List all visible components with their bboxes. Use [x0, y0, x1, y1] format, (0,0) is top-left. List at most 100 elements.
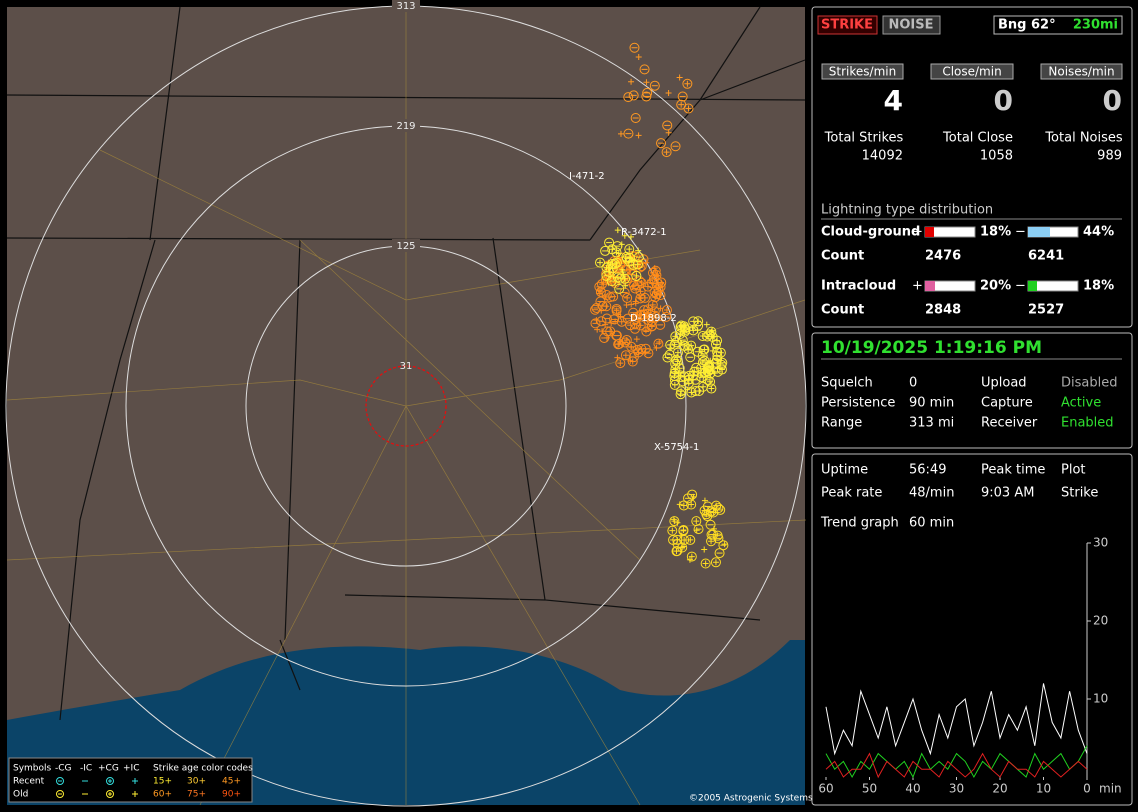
strike-symbol [671, 354, 682, 365]
strike-symbol [688, 553, 695, 560]
stat-text: Peak time [981, 463, 1045, 478]
strike-symbol [630, 323, 641, 334]
strike-symbol [675, 329, 686, 340]
strike-symbol [710, 509, 717, 516]
strike-symbol [678, 388, 685, 395]
stat-text: Peak rate [821, 486, 882, 501]
strike-symbol [671, 518, 678, 525]
strike-symbol [700, 558, 711, 569]
strike-symbol [706, 536, 717, 547]
strike-symbol [616, 340, 623, 347]
stat-text: Strike [1061, 486, 1098, 501]
strike-symbol [707, 331, 718, 342]
strike-symbol [622, 282, 629, 289]
strike-symbol [669, 527, 676, 534]
trend-line [825, 752, 1088, 779]
plus-sign: + [912, 225, 923, 240]
strike-symbol [638, 311, 645, 318]
strike-symbol [641, 91, 652, 102]
setting-text: Disabled [1061, 376, 1117, 391]
strike-symbol [678, 101, 685, 108]
bearing: Bng 62° [998, 18, 1056, 33]
strike-symbol [639, 64, 650, 75]
station-label: D-1898-2 [630, 313, 677, 324]
total-label: Total Noises [1044, 131, 1123, 146]
strike-symbol [599, 328, 606, 335]
strike-symbol [622, 292, 633, 303]
strike-symbol [661, 147, 672, 158]
ring-label-bg [392, 119, 420, 132]
stat-text: Trend graph [820, 516, 899, 531]
setting-text: Upload [981, 376, 1027, 391]
strike-symbol [601, 313, 612, 324]
strike-symbol [711, 525, 718, 532]
noise-button-label: NOISE [888, 18, 933, 33]
strike-symbol [669, 516, 680, 527]
pct-label: 44% [1083, 225, 1114, 240]
strike-symbol [679, 340, 690, 351]
strike-symbol [706, 326, 717, 337]
rate-label: Strikes/min [829, 65, 896, 79]
rate-label: Noises/min [1048, 65, 1114, 79]
strike-symbol [635, 310, 646, 321]
strike-symbol [689, 366, 700, 377]
strike-symbol [649, 280, 656, 287]
noise-button[interactable] [882, 15, 941, 35]
strike-symbol [708, 385, 715, 392]
strike-symbol [635, 320, 646, 331]
strike-symbol [703, 361, 714, 372]
rate-label: Close/min [942, 65, 1001, 79]
strike-symbol [619, 269, 626, 276]
strike-symbol [612, 272, 623, 283]
strike-symbol [647, 299, 658, 310]
ring-label: 313 [396, 1, 415, 12]
setting-text: Capture [981, 396, 1033, 411]
strike-symbol [665, 129, 672, 136]
count-value: 2848 [925, 303, 961, 318]
strike-symbol [677, 376, 688, 387]
strike-symbol [648, 267, 659, 278]
strike-symbol [709, 333, 716, 340]
type-label: Intracloud [821, 279, 896, 294]
strike-symbol [715, 347, 726, 358]
strike-symbol [701, 546, 708, 553]
strike-symbol [630, 112, 641, 123]
stat-text: 56:49 [909, 463, 946, 478]
stat-text: 48/min [909, 486, 954, 501]
strike-symbol [604, 334, 611, 341]
strike-symbol [617, 130, 624, 137]
range-rings: 313 219 125 31 [5, 0, 807, 807]
pct-label: 18% [1083, 279, 1114, 294]
strike-symbol [618, 241, 625, 248]
strike-symbol [627, 357, 634, 364]
strike-symbol [629, 283, 636, 290]
map: 313 219 125 31 I-471-2 R-3472-1 D-1898-2 X-575… [5, 0, 807, 807]
strike-symbol [685, 105, 692, 112]
clock: 10/19/2025 1:19:16 PM [821, 338, 1042, 358]
panel-trend [811, 453, 1133, 806]
legend-age: 60+ [153, 790, 172, 800]
strike-symbol [622, 313, 633, 324]
strike-symbol [667, 525, 678, 536]
strike-symbol [671, 381, 678, 388]
stat-text: 60 min [909, 516, 954, 531]
setting-text: 0 [909, 376, 917, 391]
legend-age: 90+ [222, 790, 241, 800]
strike-symbol [621, 334, 632, 345]
copyright: ©2005 Astrogenic Systems [689, 794, 813, 804]
strike-symbol [682, 78, 693, 89]
strike-symbol [597, 259, 604, 266]
strike-symbol [616, 316, 627, 327]
legend-symbol [132, 778, 138, 784]
y-tick-label: 30 [1093, 536, 1108, 550]
x-unit: min [1099, 782, 1122, 796]
strike-button[interactable] [817, 15, 878, 35]
strike-symbol [628, 343, 635, 350]
strike-symbol [657, 284, 664, 291]
station-label: R-3472-1 [621, 227, 667, 238]
station-label: X-5754-1 [654, 442, 699, 453]
strike-symbol [615, 273, 626, 284]
strike-symbol [686, 387, 697, 398]
strike-symbol [601, 262, 612, 273]
strike-symbol [671, 337, 682, 348]
